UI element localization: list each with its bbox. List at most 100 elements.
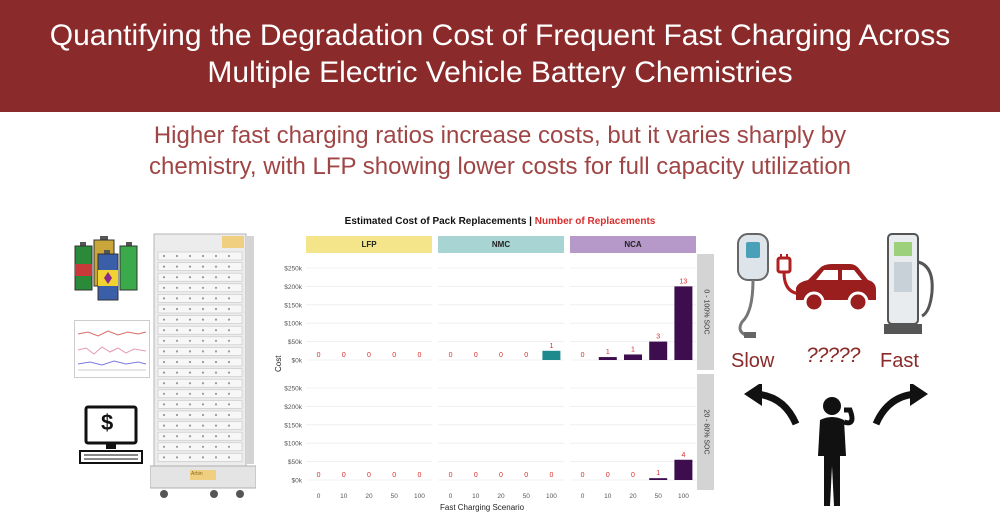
bar <box>542 350 561 360</box>
slow-charger-icon <box>734 232 776 340</box>
replacement-count-label: 0 <box>499 472 503 479</box>
title-line-2: Multiple Electric Vehicle Battery Chemis… <box>207 56 793 89</box>
replacement-count-label: 4 <box>681 452 685 459</box>
bar <box>674 459 693 480</box>
replacement-count-label: 0 <box>417 472 421 479</box>
title-line-1: Quantifying the Degradation Cost of Freq… <box>49 19 951 52</box>
chart-panel <box>438 254 564 370</box>
fast-charger-icon <box>880 232 936 340</box>
subtitle: Higher fast charging ratios increase cos… <box>0 120 1000 182</box>
replacement-count-label: 0 <box>549 472 553 479</box>
y-tick-label: $200k <box>284 284 302 291</box>
replacement-count-label: 0 <box>317 352 321 359</box>
x-tick-label: 20 <box>497 493 505 500</box>
replacement-count-label: 0 <box>474 352 478 359</box>
facet-label-lfp: LFP <box>361 240 377 249</box>
replacement-count-label: 0 <box>417 352 421 359</box>
replacement-count-label: 0 <box>581 472 585 479</box>
right-arrow-icon <box>872 382 928 428</box>
question-marks: ????? <box>806 344 860 367</box>
x-tick-label: 100 <box>546 493 557 500</box>
replacement-count-label: 0 <box>392 352 396 359</box>
x-tick-label: 50 <box>391 493 399 500</box>
replacement-count-label: 0 <box>317 472 321 479</box>
x-tick-label: 20 <box>365 493 373 500</box>
replacement-count-label: 1 <box>549 343 553 350</box>
chart-panel <box>306 374 432 490</box>
y-tick-label: $0k <box>292 358 303 365</box>
bar <box>649 341 668 360</box>
y-axis-label: Cost <box>274 355 283 372</box>
y-tick-label: $250k <box>284 266 302 273</box>
fast-label: Fast <box>880 350 919 372</box>
chart-panel <box>438 374 564 490</box>
y-tick-label: $0k <box>292 478 303 485</box>
x-tick-label: 0 <box>581 493 585 500</box>
replacement-count-label: 0 <box>392 472 396 479</box>
chart-title-replacements: Number of Replacements <box>534 216 656 227</box>
cycler-brand-label: Arbin <box>191 471 203 477</box>
y-tick-label: $100k <box>284 441 302 448</box>
facet-strip-lfp: LFP <box>306 236 432 253</box>
replacement-count-label: 0 <box>631 472 635 479</box>
title-banner: Quantifying the Degradation Cost of Freq… <box>0 0 1000 112</box>
facet-strip-nmc: NMC <box>438 236 564 253</box>
y-tick-label: $100k <box>284 321 302 328</box>
slow-label: Slow <box>731 350 775 372</box>
bar <box>674 286 693 360</box>
x-tick-label: 50 <box>523 493 531 500</box>
facet-label-nca: NCA <box>624 240 642 249</box>
dollar-symbol: $ <box>101 410 114 435</box>
row-strip-full: 0 - 100% SOC <box>697 254 714 370</box>
chart-title-cost: Estimated Cost of Pack Replacements | <box>344 216 532 227</box>
y-tick-label: $150k <box>284 302 302 309</box>
y-tick-label: $250k <box>284 386 302 393</box>
y-tick-label: $50k <box>288 459 303 466</box>
replacement-count-label: 0 <box>342 352 346 359</box>
replacement-count-label: 0 <box>449 352 453 359</box>
y-tick-label: $200k <box>284 404 302 411</box>
row-strip-partial: 20 - 80% SOC <box>697 374 714 490</box>
chart-panel <box>306 254 432 370</box>
battery-cycler-rack-icon <box>149 232 257 500</box>
replacement-count-label: 1 <box>606 349 610 356</box>
x-tick-label: 10 <box>604 493 612 500</box>
bar <box>649 478 668 480</box>
x-tick-label: 10 <box>340 493 348 500</box>
facet-strip-nca: NCA <box>570 236 696 253</box>
replacement-count-label: 3 <box>656 334 660 341</box>
x-tick-label: 100 <box>678 493 689 500</box>
test-data-plot-icon <box>74 320 150 378</box>
replacement-count-label: 0 <box>342 472 346 479</box>
x-axis-label: Fast Charging Scenario <box>440 503 525 512</box>
x-tick-label: 20 <box>629 493 637 500</box>
replacement-count-label: 0 <box>524 472 528 479</box>
x-tick-label: 50 <box>655 493 663 500</box>
replacement-count-label: 0 <box>524 352 528 359</box>
replacement-count-label: 0 <box>499 352 503 359</box>
replacement-count-label: 0 <box>581 352 585 359</box>
battery-cells-icon <box>74 236 144 302</box>
chart-title: Estimated Cost of Pack Replacements | Nu… <box>270 216 730 227</box>
facet-label-nmc: NMC <box>491 240 511 249</box>
replacement-count-label: 13 <box>680 278 688 285</box>
subtitle-line-2: chemistry, with LFP showing lower costs … <box>148 153 852 180</box>
x-tick-label: 10 <box>472 493 480 500</box>
replacement-count-label: 0 <box>449 472 453 479</box>
thinking-person-icon <box>810 396 858 508</box>
y-tick-label: $50k <box>288 339 303 346</box>
replacement-count-label: 1 <box>631 346 635 353</box>
subtitle-line-1: Higher fast charging ratios increase cos… <box>153 122 847 149</box>
car-icon <box>792 262 878 314</box>
bar <box>598 357 617 360</box>
computer-icon <box>78 405 144 467</box>
x-tick-label: 100 <box>414 493 425 500</box>
left-arrow-icon <box>744 382 800 428</box>
bar <box>624 354 642 360</box>
replacement-count-label: 0 <box>474 472 478 479</box>
x-tick-label: 0 <box>317 493 321 500</box>
replacement-count-label: 0 <box>606 472 610 479</box>
replacement-count-label: 1 <box>656 470 660 477</box>
x-tick-label: 0 <box>449 493 453 500</box>
